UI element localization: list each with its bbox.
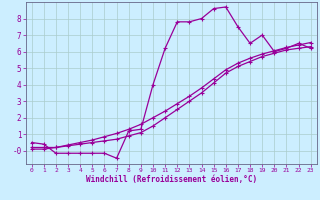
X-axis label: Windchill (Refroidissement éolien,°C): Windchill (Refroidissement éolien,°C) — [86, 175, 257, 184]
